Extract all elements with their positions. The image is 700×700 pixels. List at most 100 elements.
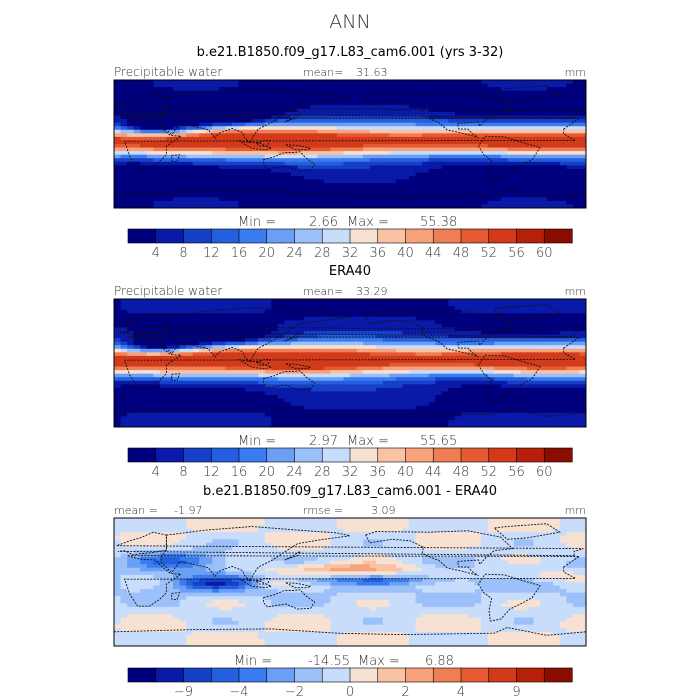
heatmap-cell xyxy=(487,97,495,102)
heatmap-cell xyxy=(520,165,528,170)
heatmap-cell xyxy=(343,140,351,145)
heatmap-cell xyxy=(376,83,384,88)
heatmap-cell xyxy=(500,405,508,410)
heatmap-cell xyxy=(487,172,495,177)
heatmap-cell xyxy=(146,363,154,368)
heatmap-cell xyxy=(140,147,148,152)
heatmap-cell xyxy=(376,144,384,149)
heatmap-cell xyxy=(212,129,220,134)
heatmap-cell xyxy=(323,90,331,95)
heatmap-cell xyxy=(461,352,469,357)
heatmap-cell xyxy=(159,104,168,110)
heatmap-cell xyxy=(205,309,213,314)
heatmap-cell xyxy=(500,122,508,127)
heatmap-cell xyxy=(559,341,567,346)
heatmap-cell xyxy=(310,331,318,336)
heatmap-cell xyxy=(507,94,515,99)
heatmap-cell xyxy=(264,359,272,364)
heatmap-cell xyxy=(173,144,181,149)
heatmap-cell xyxy=(264,97,272,102)
heatmap-cell xyxy=(218,200,227,206)
heatmap-cell xyxy=(166,200,174,206)
heatmap-cell xyxy=(323,101,331,106)
heatmap-cell xyxy=(317,323,325,329)
heatmap-cell xyxy=(258,104,266,110)
heatmap-cell xyxy=(218,112,227,117)
heatmap-cell xyxy=(474,115,482,120)
heatmap-cell xyxy=(120,323,128,329)
heatmap-cell xyxy=(284,122,292,127)
heatmap-cell xyxy=(304,161,312,166)
heatmap-cell xyxy=(540,90,548,95)
heatmap-cell xyxy=(205,104,213,110)
heatmap-cell xyxy=(500,94,508,99)
heatmap-cell xyxy=(546,83,554,88)
heatmap-cell xyxy=(304,94,312,99)
heatmap-cell xyxy=(336,144,345,149)
heatmap-cell xyxy=(382,355,390,361)
heatmap-cell xyxy=(133,133,141,138)
heatmap-cell xyxy=(494,384,502,389)
heatmap-cell xyxy=(251,402,259,407)
heatmap-cell xyxy=(441,140,449,145)
heatmap-cell xyxy=(186,190,194,195)
heatmap-cell xyxy=(127,316,135,321)
heatmap-cell xyxy=(500,200,508,206)
heatmap-cell xyxy=(277,380,286,385)
heatmap-cell xyxy=(179,115,187,120)
heatmap-cell xyxy=(232,334,240,339)
heatmap-cell xyxy=(553,405,561,410)
heatmap-cell xyxy=(454,338,463,343)
heatmap-cell xyxy=(317,136,325,142)
heatmap-cell xyxy=(159,309,168,314)
heatmap-cell xyxy=(218,172,227,177)
heatmap-cell xyxy=(566,147,574,152)
heatmap-cell xyxy=(454,391,463,396)
heatmap-cell xyxy=(513,122,522,127)
heatmap-cell xyxy=(245,119,253,124)
heatmap-cell xyxy=(127,309,135,314)
heatmap-cell xyxy=(264,126,272,131)
heatmap-cell xyxy=(133,154,141,159)
heatmap-cell xyxy=(245,302,253,307)
heatmap-cell xyxy=(441,136,449,142)
heatmap-cell xyxy=(546,348,554,353)
heatmap-cell xyxy=(173,119,181,124)
heatmap-cell xyxy=(402,313,410,318)
heatmap-cell xyxy=(251,80,259,85)
heatmap-cell xyxy=(343,161,351,166)
heatmap-cell xyxy=(179,398,187,403)
heatmap-cell xyxy=(513,363,522,368)
heatmap-cell xyxy=(533,97,541,102)
heatmap-cell xyxy=(468,355,476,361)
heatmap-cell xyxy=(507,391,515,396)
heatmap-cell xyxy=(435,190,443,195)
heatmap-cell xyxy=(199,200,207,206)
heatmap-cell xyxy=(487,122,495,127)
heatmap-cell xyxy=(546,151,554,156)
heatmap-cell xyxy=(205,306,213,311)
heatmap-cell xyxy=(500,179,508,184)
colorbar: 4 8 12 16 20 24 28 32 36 40 44 48 52 56 60 xyxy=(127,228,573,261)
heatmap-cell xyxy=(297,327,305,332)
heatmap-cell xyxy=(179,136,187,142)
heatmap-cell xyxy=(546,345,554,350)
heatmap-cell xyxy=(494,83,502,88)
heatmap-cell xyxy=(572,190,581,195)
heatmap-cell xyxy=(271,377,279,382)
heatmap-cell xyxy=(225,126,233,131)
heatmap-cell xyxy=(271,126,279,131)
heatmap-cell xyxy=(540,377,548,382)
heatmap-cell xyxy=(461,345,469,350)
heatmap-cell xyxy=(441,320,449,325)
heatmap-cell xyxy=(461,136,469,142)
heatmap-cell xyxy=(448,323,456,329)
heatmap-cell xyxy=(566,204,574,208)
heatmap-cell xyxy=(513,316,522,321)
heatmap-cell xyxy=(513,334,522,339)
heatmap-cell xyxy=(389,306,397,311)
heatmap-cell xyxy=(317,384,325,389)
heatmap-cell xyxy=(238,119,246,124)
heatmap-cell xyxy=(513,126,522,131)
heatmap-cell xyxy=(468,402,476,407)
